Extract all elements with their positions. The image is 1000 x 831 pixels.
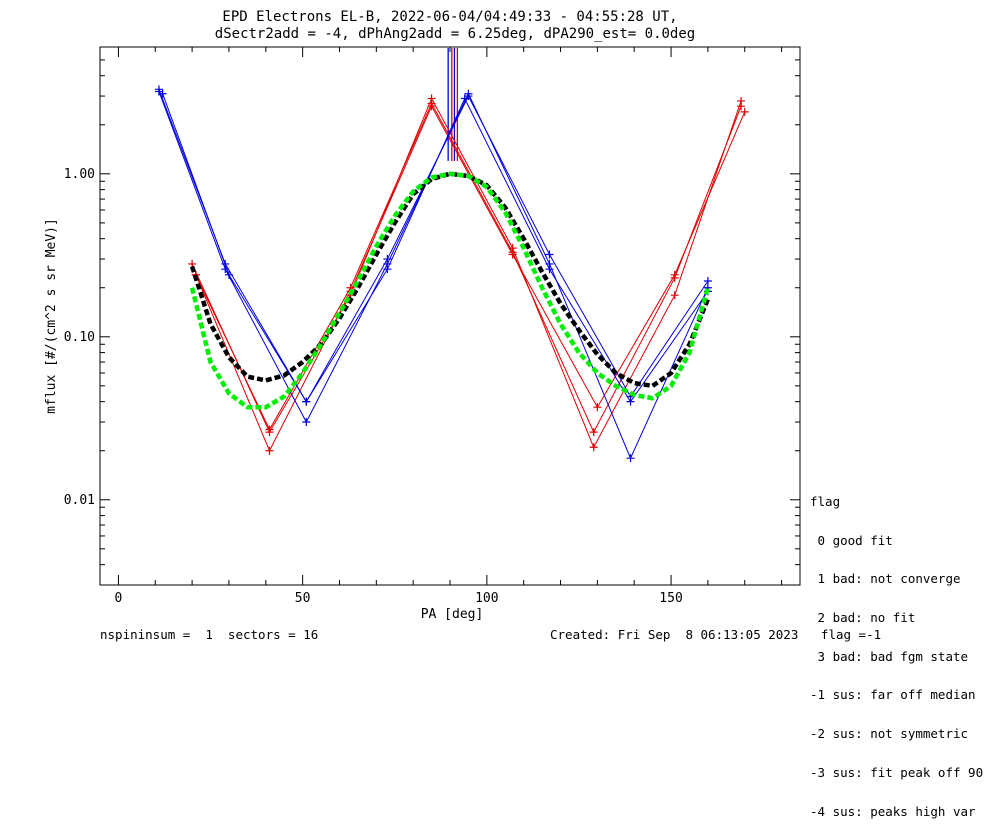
x-tick-label: 150 [659, 591, 682, 606]
data-point-red [508, 250, 517, 259]
data-point-red [670, 270, 679, 279]
footer-right: Created: Fri Sep 8 06:13:05 2023 flag =-… [550, 627, 882, 642]
data-point-red [265, 425, 274, 434]
data-point-red [589, 443, 598, 452]
x-tick-label: 50 [295, 591, 311, 606]
x-tick-label: 100 [475, 591, 498, 606]
series-line-blue [162, 93, 709, 403]
series-line-blue [158, 89, 709, 403]
y-tick-label: 0.01 [64, 493, 95, 508]
data-point-red [589, 428, 598, 437]
legend-item: 3 bad: bad fgm state [810, 648, 969, 664]
data-point-red [670, 291, 679, 300]
series-line-red [191, 97, 742, 449]
legend-item: -1 sus: far off median [810, 687, 976, 703]
y-tick-label: 0.10 [64, 330, 95, 345]
x-axis-label: PA [deg] [421, 607, 484, 622]
y-tick-label: 1.00 [64, 167, 95, 182]
series-line-red [195, 105, 746, 452]
data-point-red [593, 403, 602, 412]
data-point-blue [545, 265, 554, 274]
legend-item: 0 good fit [810, 532, 893, 548]
data-point-red [427, 102, 436, 111]
data-point-blue [626, 454, 635, 463]
x-tick-label: 0 [115, 591, 123, 606]
data-point-blue [302, 418, 311, 427]
fit-curve-black [189, 171, 710, 389]
legend-item: 1 bad: not converge [810, 571, 961, 587]
fit-curve-green [189, 171, 711, 410]
chart-title-line1: EPD Electrons EL-B, 2022-06-04/04:49:33 … [222, 9, 677, 25]
flag-legend: flag 0 good fit 1 bad: not converge 2 ba… [810, 470, 983, 831]
data-point-red [265, 446, 274, 455]
data-point-blue [158, 89, 167, 98]
data-point-blue [460, 94, 469, 103]
legend-item: 2 bad: no fit [810, 609, 916, 625]
footer-left: nspininsum = 1 sectors = 16 [100, 627, 319, 642]
chart-title-line2: dSectr2add = -4, dPhAng2add = 6.25deg, d… [215, 26, 695, 42]
data-point-red [737, 102, 746, 111]
data-point-blue [464, 89, 473, 98]
data-point-blue [221, 265, 230, 274]
legend-title: flag [810, 493, 841, 509]
legend-item: -4 sus: peaks high var [810, 803, 976, 819]
y-axis-label: mflux [#/(cm^2 s sr MeV)] [44, 218, 59, 414]
data-point-red [740, 107, 749, 116]
data-point-blue [302, 397, 311, 406]
data-point-blue [224, 270, 233, 279]
data-point-blue [545, 250, 554, 259]
data-point-blue [383, 265, 392, 274]
legend-item: -2 sus: not symmetric [810, 726, 969, 742]
data-point-blue [703, 276, 712, 285]
legend-item: -3 sus: fit peak off 90 [810, 764, 984, 780]
data-point-blue [626, 397, 635, 406]
chart: EPD Electrons EL-B, 2022-06-04/04:49:33 … [44, 9, 801, 622]
series-line-red [195, 102, 742, 434]
plot-area: 0 50 100 150 0.01 0.10 1.00 [64, 46, 801, 606]
